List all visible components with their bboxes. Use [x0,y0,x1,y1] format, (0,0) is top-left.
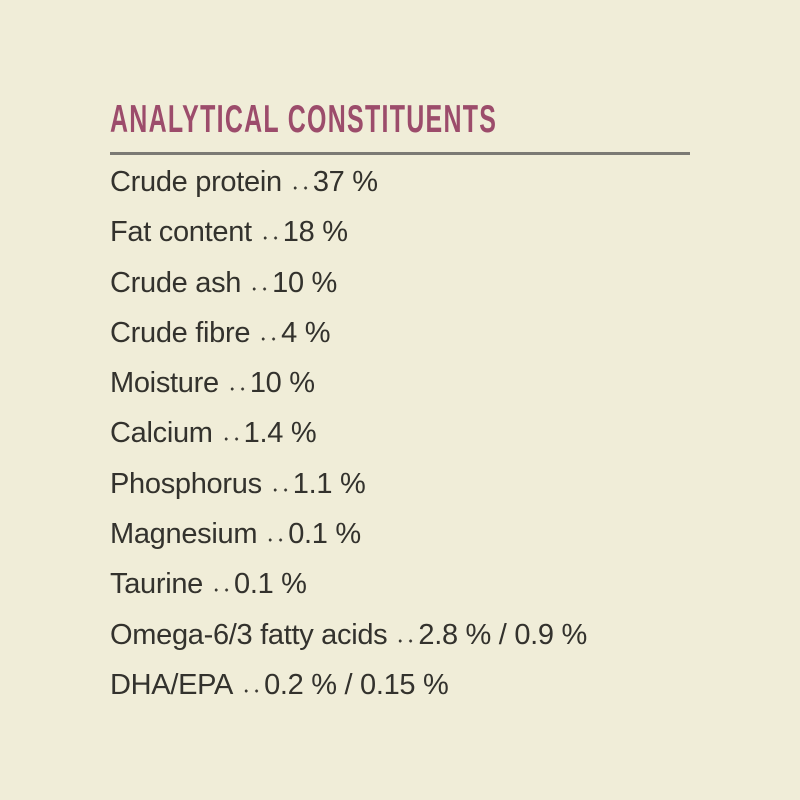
constituent-value: 10 % [272,266,338,299]
dot-leader [226,386,247,393]
dot-leader [265,537,286,544]
constituent-value: 2.8 % / 0.9 % [418,618,587,651]
constituent-value: 0.2 % / 0.15 % [264,668,449,701]
dot-leader [211,587,232,594]
dot-leader [269,486,290,493]
title-divider [110,152,690,155]
table-row: Fat content 18 % [110,207,690,257]
dot-leader [241,687,262,694]
table-row: Crude fibre 4 % [110,308,690,358]
constituent-value: 18 % [282,216,348,249]
constituent-value: 1.4 % [243,417,317,450]
table-row: Phosphorus 1.1 % [110,459,690,509]
dot-leader [259,235,280,242]
table-row: Moisture 10 % [110,358,690,408]
table-row: DHA/EPA 0.2 % / 0.15 % [110,660,690,710]
constituent-value: 0.1 % [234,568,307,601]
dot-leader [249,285,270,292]
constituent-name: Crude protein [110,166,282,198]
constituent-value: 4 % [281,316,331,349]
constituent-name: DHA/EPA [110,668,234,701]
table-row: Crude ash 10 % [110,258,690,308]
table-row: Magnesium 0.1 % [110,509,690,559]
constituent-name: Moisture [110,367,219,400]
table-row: Crude protein 37 % [110,157,690,207]
table-row: Taurine 0.1 % [110,559,690,609]
constituent-name: Calcium [110,417,213,450]
constituent-value: 0.1 % [288,518,361,551]
constituent-value: 37 % [312,166,378,198]
dot-leader [289,185,310,191]
table-row: Omega-6/3 fatty acids 2.8 % / 0.9 % [110,610,690,660]
constituent-name: Crude fibre [110,316,251,349]
dot-leader [220,436,241,443]
constituent-name: Magnesium [110,518,258,551]
section-title: ANALYTICAL CONSTITUENTS [110,98,498,141]
constituent-name: Phosphorus [110,467,262,500]
constituents-table: Crude protein 37 % Fat content 18 % Crud… [110,157,690,710]
constituent-name: Fat content [110,216,252,249]
dot-leader [395,637,416,644]
constituent-value: 1.1 % [292,467,366,500]
constituent-name: Omega-6/3 fatty acids [110,618,388,651]
constituent-name: Taurine [110,568,204,601]
dot-leader [258,335,279,342]
table-row: Calcium 1.4 % [110,408,690,458]
constituent-value: 10 % [249,367,315,400]
constituent-name: Crude ash [110,266,242,299]
